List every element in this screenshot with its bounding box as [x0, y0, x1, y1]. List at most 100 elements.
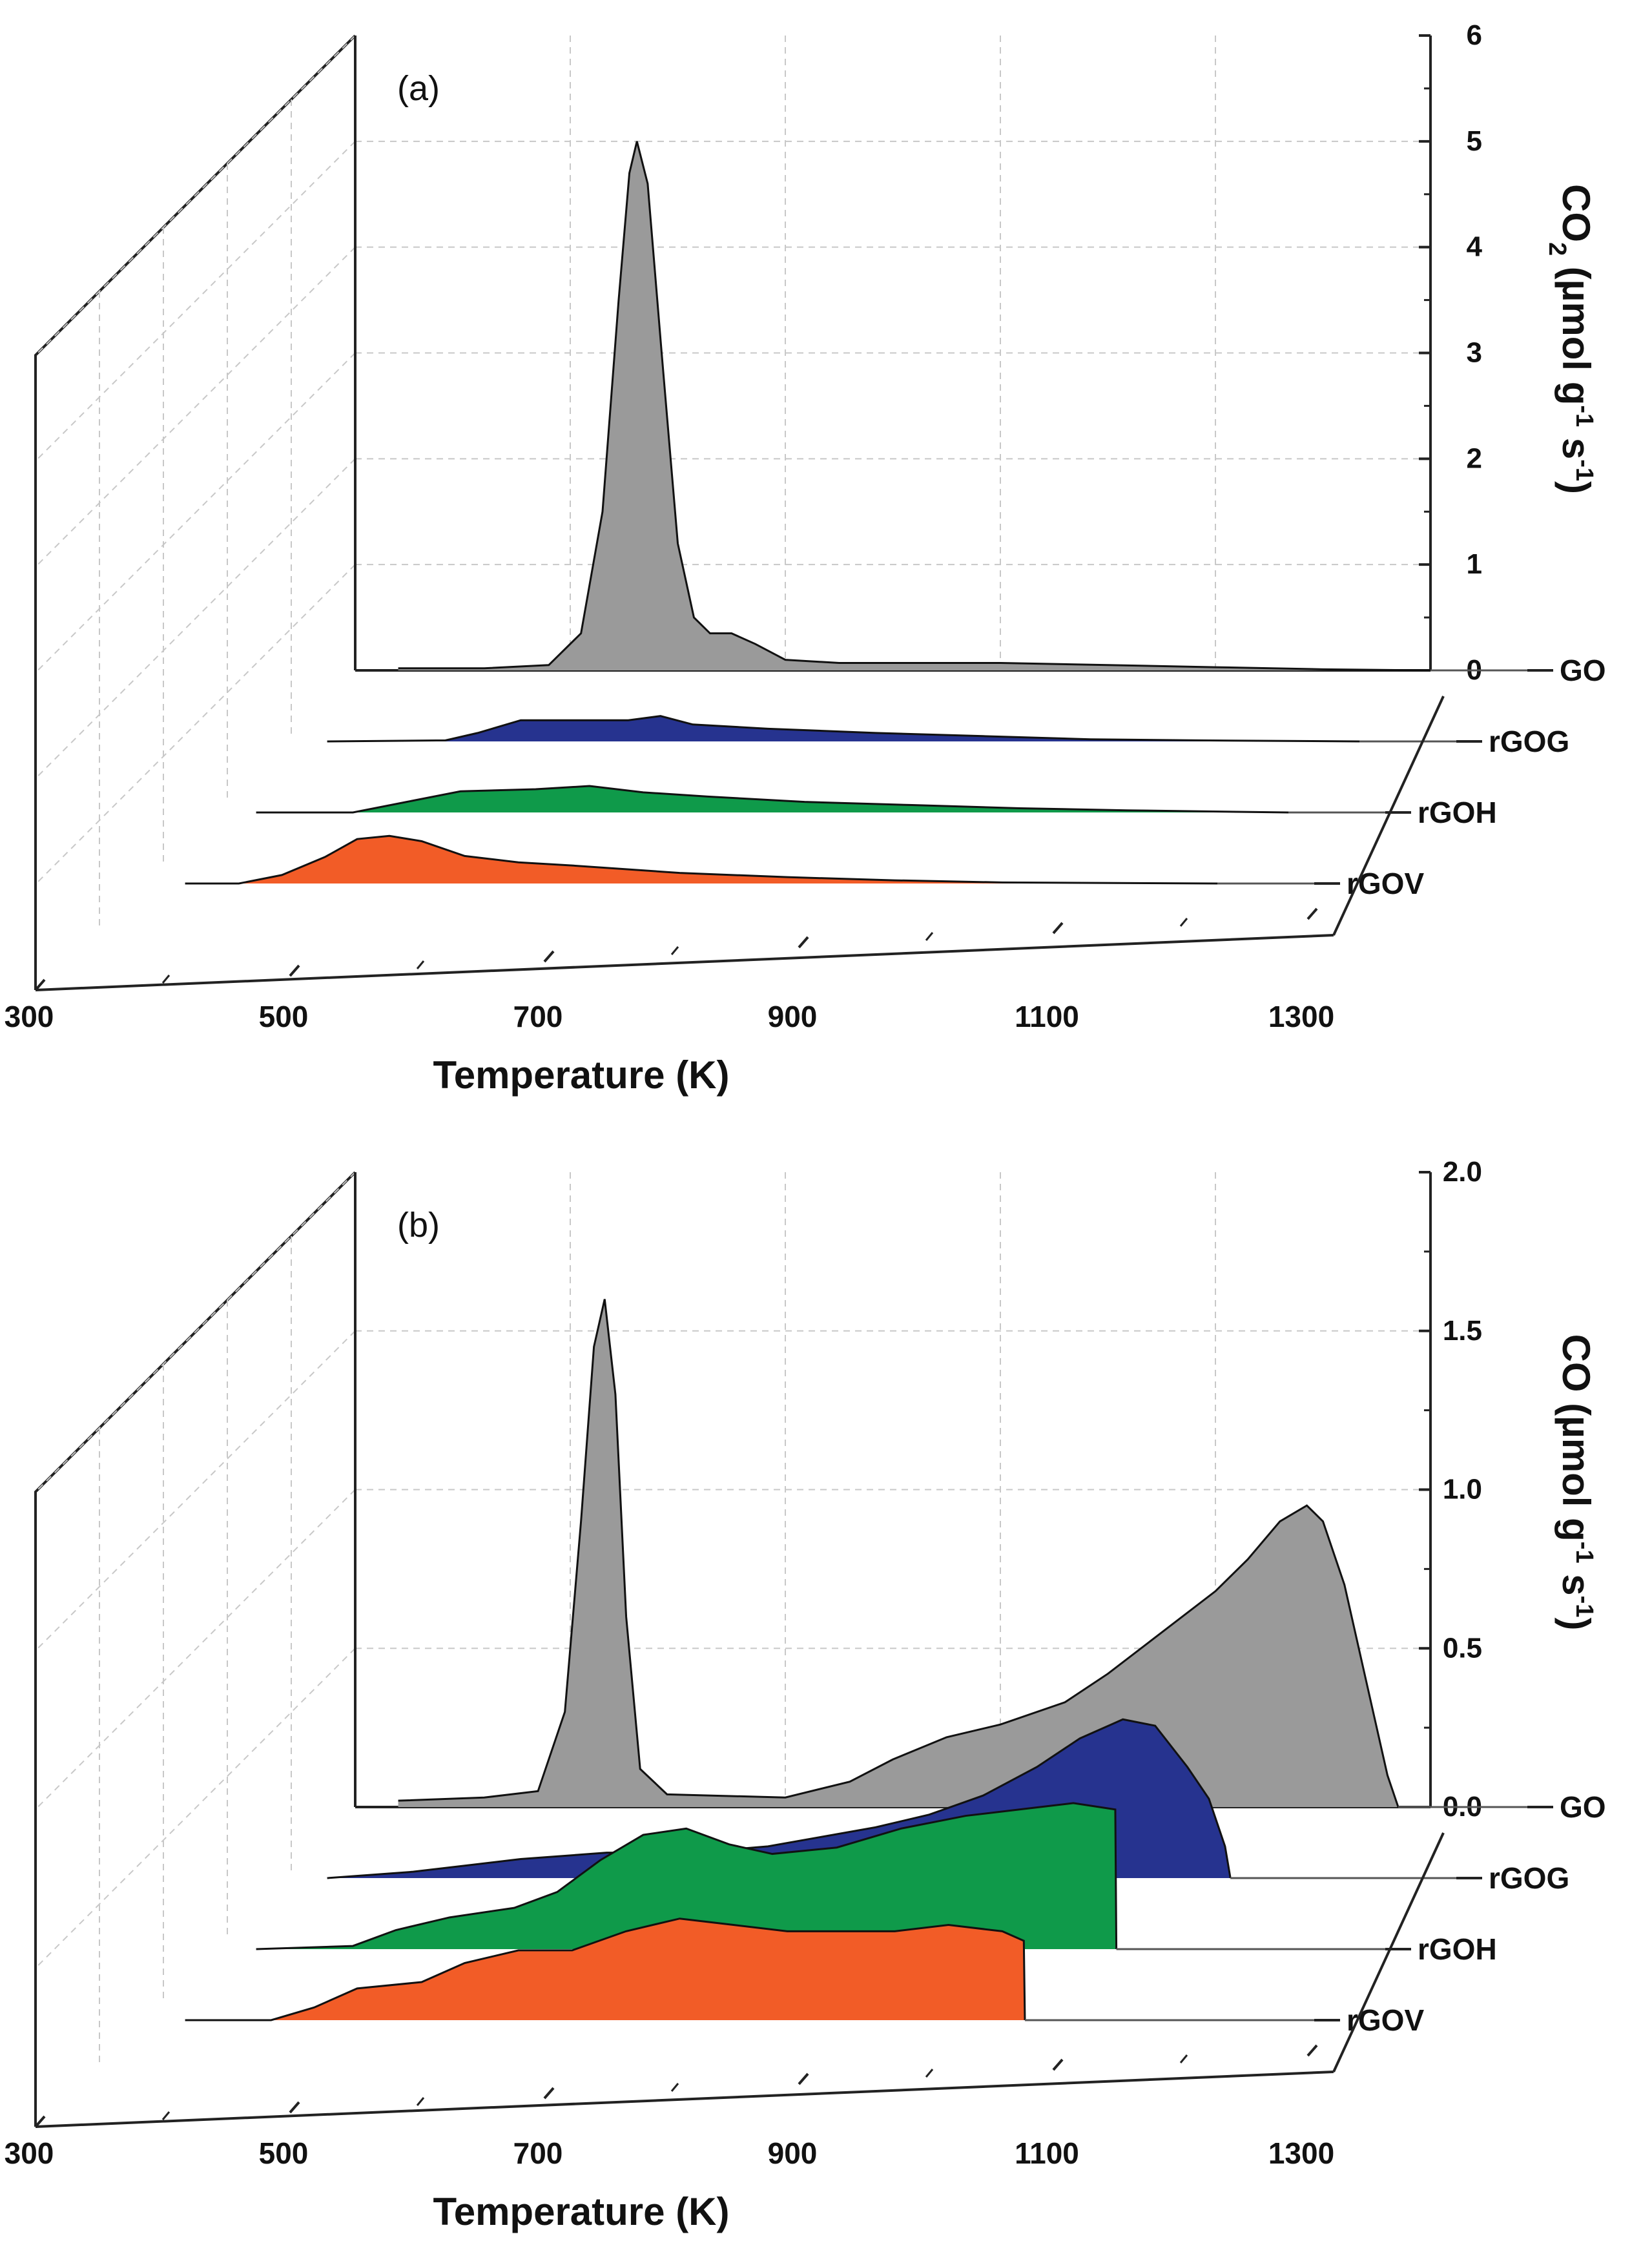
side-wall-gridline: [35, 1648, 356, 1968]
x-minor-tick: [1179, 918, 1188, 927]
x-axis: 300 500 700 900 1100 1300: [5, 2044, 1334, 2170]
y-tick-label: 1.5: [1443, 1315, 1482, 1347]
x-axis: 300 500 700 900 1100 1300: [5, 907, 1334, 1033]
x-tick-label: 700: [513, 2136, 563, 2170]
y-title-part: CO: [1554, 184, 1598, 242]
x-tick: [289, 964, 300, 977]
y-title-part: (µmol g: [1554, 1392, 1598, 1542]
x-tick-label: 300: [5, 2136, 54, 2170]
series-label-GO: GO: [1560, 1790, 1606, 1824]
x-minor-tick: [161, 2111, 170, 2120]
x-tick-label: 500: [259, 1000, 309, 1033]
x-tick-label: 300: [5, 1000, 54, 1033]
x-tick-label: 1100: [1015, 2136, 1079, 2170]
series-area-rGOG: [327, 716, 1360, 741]
y-tick-label: 2: [1467, 442, 1482, 474]
x-minor-tick: [416, 2097, 425, 2106]
side-wall: [34, 34, 356, 990]
x-tick: [543, 950, 555, 963]
y-axis-title: CO2 (µmol g-1 s-1): [1544, 184, 1598, 494]
x-minor-tick: [925, 2069, 934, 2078]
y-title-part: s: [1554, 1564, 1598, 1596]
x-minor-tick: [670, 2083, 679, 2092]
x-minor-tick: [416, 960, 425, 969]
y-title-superscript: -1: [1571, 1596, 1598, 1618]
series-label-rGOV: rGOV: [1347, 867, 1424, 900]
y-title-part: ): [1554, 1617, 1598, 1630]
y-axis-title: CO (µmol g-1 s-1): [1554, 1334, 1598, 1631]
side-wall-edge: [34, 34, 356, 990]
series-label-GO: GO: [1560, 654, 1606, 687]
side-wall-gridline: [35, 141, 356, 462]
x-minor-tick: [670, 946, 679, 955]
series-area-rGOV: [185, 836, 1218, 884]
side-wall-gridline: [35, 1172, 356, 1493]
series-line-GO: [398, 1299, 1399, 1808]
side-wall-edge: [34, 1171, 356, 2127]
x-tick: [34, 978, 46, 991]
x-tick-label: 1300: [1268, 1000, 1334, 1033]
series-area-rGOH: [256, 1803, 1117, 1949]
x-tick: [798, 936, 809, 949]
x-minor-tick: [1179, 2054, 1188, 2063]
series-label-rGOV: rGOV: [1347, 2003, 1424, 2037]
x-minor-tick: [161, 975, 170, 984]
y-title-part: ): [1554, 481, 1598, 494]
x-tick: [1052, 922, 1064, 935]
side-wall-gridline: [35, 1330, 356, 1651]
series-label-rGOH: rGOH: [1418, 1932, 1497, 1966]
x-tick: [34, 2115, 46, 2128]
series-line-rGOG: [327, 1718, 1232, 1879]
side-wall-gridline: [35, 458, 356, 780]
series-label-rGOG: rGOG: [1489, 725, 1569, 758]
y-tick-label: 0.5: [1443, 1632, 1482, 1664]
y-tick-label: 1.0: [1443, 1474, 1482, 1505]
panel-label: (b): [397, 1206, 440, 1245]
y-tick-label: 6: [1467, 19, 1482, 51]
side-wall-gridline: [35, 35, 356, 356]
x-tick-label: 1100: [1015, 1000, 1079, 1033]
x-axis-line: [35, 934, 1334, 991]
side-wall-gridline: [35, 1489, 356, 1810]
x-axis-title: Temperature (K): [433, 1053, 730, 1097]
y-title-superscript: -1: [1571, 1542, 1598, 1564]
y-tick-label: 5: [1467, 125, 1482, 157]
y-title-subscript: 2: [1544, 242, 1571, 256]
y-title-superscript: -1: [1571, 459, 1598, 481]
side-wall-gridline: [35, 352, 356, 674]
x-tick: [543, 2087, 555, 2100]
series-line-rGOH: [256, 785, 1289, 814]
x-tick-label: 1300: [1268, 2136, 1334, 2170]
x-tick: [289, 2101, 300, 2114]
series-area-GO: [398, 141, 1430, 671]
x-tick: [1052, 2058, 1064, 2071]
series-area-GO: [398, 1299, 1399, 1807]
depth-axis-line: [1332, 1832, 1445, 2072]
x-tick: [1306, 2044, 1318, 2057]
x-tick-label: 700: [513, 1000, 563, 1033]
x-tick-label: 900: [768, 2136, 818, 2170]
x-minor-tick: [925, 932, 934, 941]
depth-axis-line: [1332, 696, 1445, 936]
series-line-rGOH: [256, 1802, 1118, 1950]
x-axis-title: Temperature (K): [433, 2190, 730, 2233]
x-tick: [798, 2072, 809, 2085]
y-title-part: s: [1554, 427, 1598, 459]
y-tick-label: 3: [1467, 337, 1482, 369]
series-label-rGOG: rGOG: [1489, 1861, 1569, 1895]
panel-b: 0.00.51.01.52.0CO (µmol g-1 s-1)(b)GOrGO…: [5, 1156, 1606, 2233]
series-label-rGOH: rGOH: [1418, 796, 1497, 829]
series-group: GO rGOG rGOH rGOV: [185, 141, 1606, 900]
series-line-rGOV: [185, 1917, 1026, 2021]
y-title-part: (µmol g: [1554, 256, 1598, 405]
side-wall-gridline: [35, 564, 356, 885]
series-line-rGOG: [327, 715, 1360, 743]
y-tick-label: 2.0: [1443, 1156, 1482, 1188]
series-line-rGOV: [185, 834, 1218, 885]
y-tick-label: 4: [1467, 231, 1483, 263]
series-line-GO: [398, 141, 1431, 672]
side-wall: [34, 1171, 356, 2127]
